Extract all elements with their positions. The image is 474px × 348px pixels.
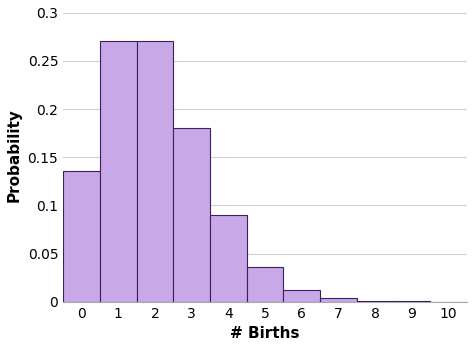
Bar — [63, 171, 100, 302]
Bar — [137, 41, 173, 302]
Y-axis label: Probability: Probability — [7, 108, 22, 202]
Bar — [100, 41, 137, 302]
Bar — [173, 128, 210, 302]
Bar — [357, 301, 393, 302]
Bar — [320, 298, 357, 302]
X-axis label: # Births: # Births — [230, 326, 300, 341]
Bar — [247, 267, 283, 302]
Bar — [283, 290, 320, 302]
Bar — [210, 215, 247, 302]
